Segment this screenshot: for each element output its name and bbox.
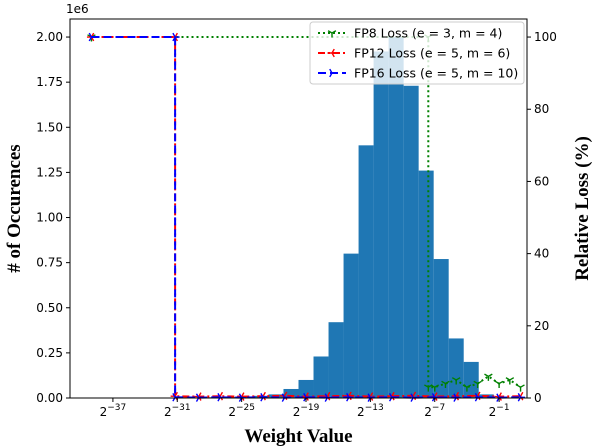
y-tick-label-right: 20 — [534, 319, 549, 333]
x-tick-label: 2−25 — [228, 403, 255, 419]
x-tick-label: 2−37 — [100, 403, 127, 419]
y-tick-label-left: 0.00 — [36, 391, 63, 405]
x-tick-label: 2−13 — [357, 403, 384, 419]
histogram-bar — [388, 37, 404, 399]
x-tick-label: 2−19 — [293, 403, 320, 419]
series-point — [441, 380, 450, 389]
legend-label: FP8 Loss (e = 3, m = 4) — [354, 26, 502, 41]
series-point — [451, 377, 461, 385]
y-axis-label-right: Relative Loss (%) — [572, 136, 593, 281]
y-tick-label-left: 1.50 — [36, 120, 63, 134]
histogram-bar — [328, 322, 344, 398]
y-tick-label-left: 0.50 — [36, 301, 63, 315]
y-axis-label-left: # of Occurences — [4, 144, 25, 272]
x-tick-label: 2−7 — [424, 403, 445, 419]
histogram-bar — [343, 253, 359, 398]
histogram-bars — [178, 37, 494, 399]
plot-frame — [69, 18, 528, 399]
axes: 2−37 2−31 2−25 2−19 2−13 2−7 2−1 0.00 0.25 0.50 0.… — [36, 30, 557, 419]
y-tick-label-left: 0.75 — [36, 256, 63, 270]
legend-marker — [327, 30, 337, 38]
y-tick-label-left: 2.00 — [36, 30, 63, 44]
legend-entry: FP8 Loss (e = 3, m = 4) — [318, 26, 502, 41]
y-tick-label-right: 60 — [534, 174, 549, 188]
x-tick-label: 2−31 — [164, 403, 191, 419]
histogram-bar — [298, 379, 314, 398]
series-point — [88, 32, 96, 42]
legend-box — [309, 21, 525, 85]
histogram-bar — [283, 388, 299, 398]
histogram-bar — [418, 170, 434, 398]
histogram-bar — [358, 145, 374, 398]
y-tick-label-left: 1.00 — [36, 211, 63, 225]
histogram-bar — [313, 356, 329, 398]
histogram-bar — [373, 51, 389, 398]
histogram-bar — [433, 259, 449, 398]
series-point — [172, 32, 180, 42]
y-tick-label-right: 40 — [534, 247, 549, 261]
series-point — [505, 377, 515, 385]
series-point — [462, 384, 472, 392]
legend-entry: FP12 Loss (e = 5, m = 6) — [318, 46, 510, 61]
series-point — [473, 380, 482, 389]
y-tick-label-right: 100 — [534, 30, 557, 44]
series-point — [430, 384, 440, 392]
series-tri_down — [87, 34, 525, 392]
legend-label: FP16 Loss (e = 5, m = 10) — [354, 66, 518, 81]
y-tick-label-right: 80 — [534, 102, 549, 116]
legend-marker — [329, 68, 337, 78]
x-axis-label: Weight Value — [244, 426, 352, 447]
legend-label: FP12 Loss (e = 5, m = 6) — [354, 46, 510, 61]
histogram-bar — [463, 361, 479, 398]
y-tick-label-left: 1.75 — [36, 75, 63, 89]
histogram-bar — [448, 338, 464, 398]
series-point — [484, 373, 493, 381]
y-tick-label-left: 1.25 — [36, 165, 63, 179]
y-tick-label-left: 0.25 — [36, 346, 63, 360]
series-point — [494, 380, 504, 389]
series-line — [91, 36, 522, 389]
legend-marker — [327, 48, 335, 58]
histogram-bar — [403, 85, 419, 399]
legend-entry: FP16 Loss (e = 5, m = 10) — [318, 66, 518, 81]
y-offset-label: 1e6 — [66, 2, 89, 16]
y-tick-label-right: 0 — [534, 391, 542, 405]
series-point — [516, 384, 525, 392]
x-tick-label: 2−1 — [489, 403, 510, 419]
legend: FP8 Loss (e = 3, m = 4) FP12 Loss (e = 5,… — [309, 21, 525, 85]
